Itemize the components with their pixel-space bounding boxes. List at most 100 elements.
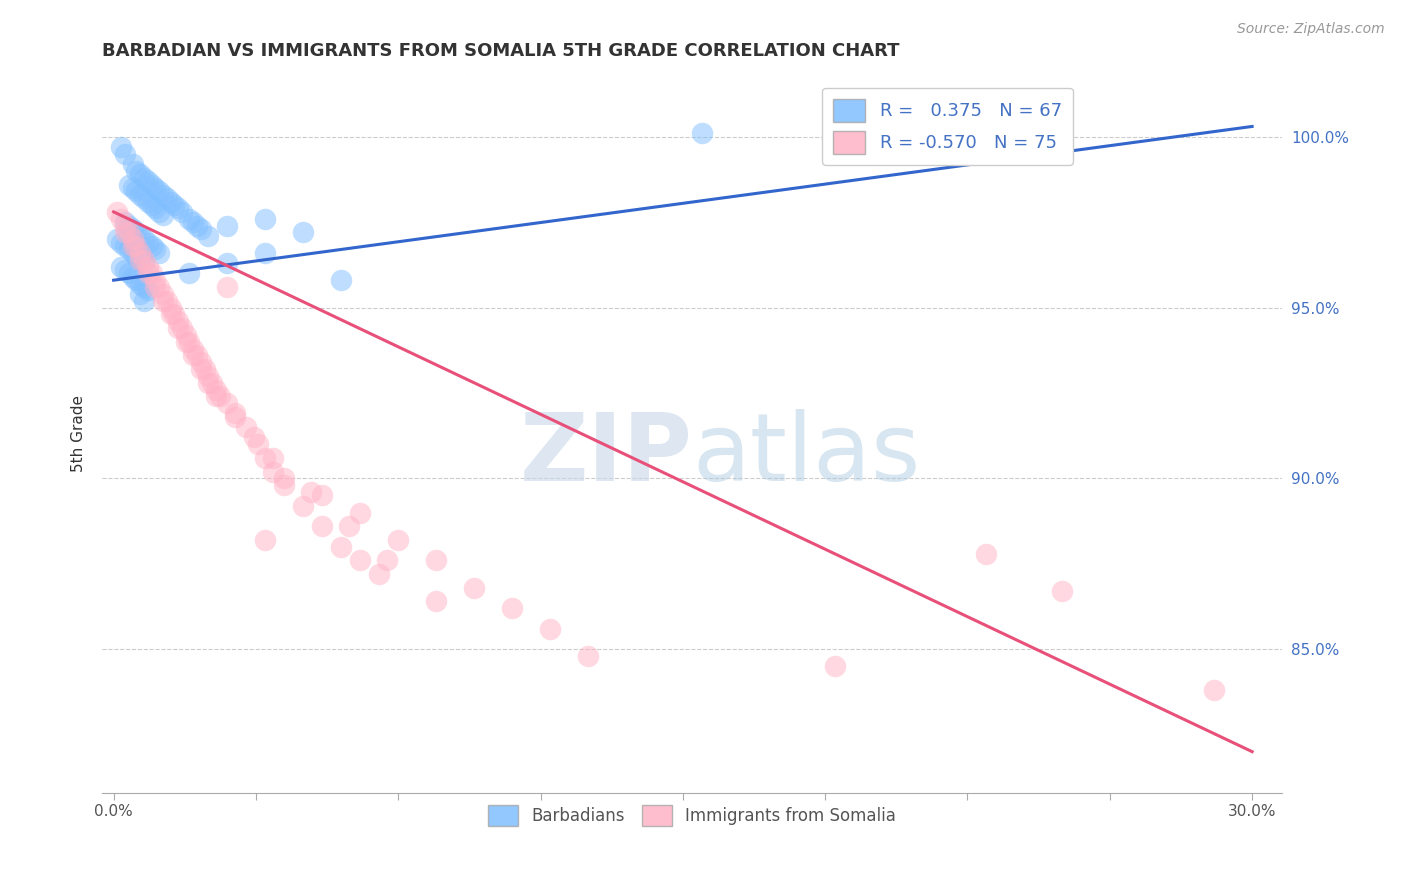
- Point: [181, 348, 204, 362]
- Point: [330, 273, 353, 287]
- Point: [170, 321, 193, 335]
- Point: [205, 383, 228, 397]
- Point: [330, 540, 353, 554]
- Point: [387, 533, 409, 547]
- Point: [114, 215, 136, 229]
- Point: [181, 342, 204, 356]
- Point: [167, 321, 190, 335]
- Point: [167, 314, 190, 328]
- Point: [143, 280, 166, 294]
- Point: [976, 547, 998, 561]
- Point: [311, 519, 333, 533]
- Point: [167, 202, 190, 216]
- Point: [208, 389, 231, 403]
- Legend: Barbadians, Immigrants from Somalia: Barbadians, Immigrants from Somalia: [481, 797, 904, 835]
- Point: [262, 465, 284, 479]
- Point: [121, 239, 143, 253]
- Point: [156, 191, 179, 205]
- Point: [254, 533, 277, 547]
- Text: Source: ZipAtlas.com: Source: ZipAtlas.com: [1237, 22, 1385, 37]
- Point: [197, 376, 219, 390]
- Point: [224, 406, 246, 420]
- Point: [143, 202, 166, 216]
- Point: [132, 256, 155, 270]
- Point: [125, 185, 148, 199]
- Point: [129, 167, 152, 181]
- Point: [105, 232, 128, 246]
- Point: [463, 581, 485, 595]
- Point: [118, 243, 141, 257]
- Point: [125, 249, 148, 263]
- Point: [125, 225, 148, 239]
- Point: [205, 389, 228, 403]
- Point: [114, 219, 136, 233]
- Point: [262, 450, 284, 465]
- Point: [136, 235, 159, 250]
- Y-axis label: 5th Grade: 5th Grade: [72, 395, 86, 473]
- Point: [121, 157, 143, 171]
- Point: [201, 376, 224, 390]
- Point: [143, 181, 166, 195]
- Point: [190, 355, 212, 369]
- Point: [292, 499, 315, 513]
- Point: [129, 252, 152, 267]
- Point: [254, 450, 277, 465]
- Point: [118, 178, 141, 192]
- Point: [129, 252, 152, 267]
- Point: [197, 228, 219, 243]
- Point: [349, 553, 371, 567]
- Point: [190, 222, 212, 236]
- Point: [114, 239, 136, 253]
- Point: [163, 307, 186, 321]
- Point: [179, 266, 201, 280]
- Point: [181, 215, 204, 229]
- Point: [148, 185, 170, 199]
- Point: [114, 146, 136, 161]
- Point: [217, 396, 239, 410]
- Point: [132, 232, 155, 246]
- Point: [538, 622, 561, 636]
- Point: [174, 334, 197, 349]
- Point: [129, 245, 152, 260]
- Point: [501, 601, 523, 615]
- Point: [179, 211, 201, 226]
- Point: [254, 211, 277, 226]
- Point: [148, 205, 170, 219]
- Text: BARBADIAN VS IMMIGRANTS FROM SOMALIA 5TH GRADE CORRELATION CHART: BARBADIAN VS IMMIGRANTS FROM SOMALIA 5TH…: [103, 42, 900, 60]
- Point: [299, 485, 322, 500]
- Point: [273, 471, 295, 485]
- Point: [152, 286, 174, 301]
- Point: [141, 198, 163, 212]
- Point: [152, 187, 174, 202]
- Point: [1204, 683, 1226, 698]
- Point: [1052, 584, 1074, 599]
- Point: [114, 225, 136, 239]
- Point: [217, 280, 239, 294]
- Point: [110, 211, 132, 226]
- Point: [186, 348, 208, 362]
- Point: [186, 219, 208, 233]
- Point: [690, 126, 713, 140]
- Point: [197, 368, 219, 383]
- Point: [141, 266, 163, 280]
- Point: [425, 594, 447, 608]
- Point: [152, 208, 174, 222]
- Point: [156, 293, 179, 308]
- Point: [129, 286, 152, 301]
- Point: [118, 225, 141, 239]
- Point: [170, 205, 193, 219]
- Point: [136, 174, 159, 188]
- Point: [174, 327, 197, 342]
- Point: [136, 284, 159, 298]
- Point: [136, 266, 159, 280]
- Point: [129, 228, 152, 243]
- Point: [159, 307, 181, 321]
- Point: [217, 219, 239, 233]
- Point: [194, 362, 217, 376]
- Point: [217, 256, 239, 270]
- Point: [110, 235, 132, 250]
- Point: [425, 553, 447, 567]
- Point: [159, 301, 181, 315]
- Point: [121, 181, 143, 195]
- Point: [121, 232, 143, 246]
